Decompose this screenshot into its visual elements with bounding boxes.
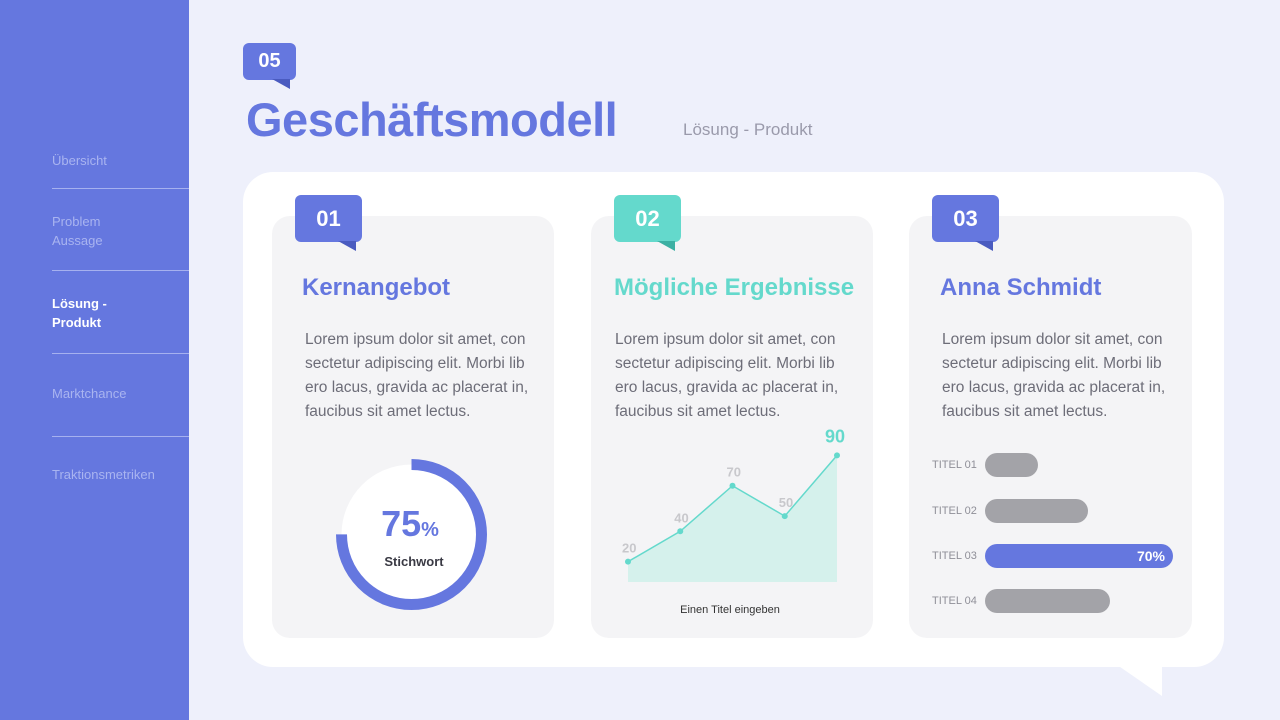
data-point [677,528,684,535]
page-title: Geschäftsmodell [246,93,618,146]
card-number: 03 [953,205,978,231]
bar-label: TITEL 02 [932,505,977,517]
sidebar-divider [52,436,189,437]
card-number: 01 [316,205,341,231]
data-label: 70 [727,465,741,480]
area-chart: 20 40 70 50 90 [622,426,845,582]
section-number: 05 [258,50,281,72]
data-point [834,452,840,459]
data-label: 40 [674,510,688,525]
donut-label: Stichwort [384,554,444,569]
donut-ring [336,459,487,610]
sidebar-item-marktchance[interactable]: Marktchance [52,386,127,401]
donut-value: 75% [360,503,460,545]
data-point [625,558,631,565]
sidebar-divider [52,353,189,354]
section-number-badge: 05 [243,43,296,89]
donut-inner [341,464,482,605]
sidebar-item-problem-aussage[interactable]: Problem Aussage [52,214,103,248]
donut-unit: % [421,519,439,541]
bar [985,453,1038,477]
data-label: 50 [779,495,793,510]
donut-number: 75 [381,503,422,544]
card-title: Kernangebot [302,274,451,301]
card-number-badge: 02 [614,195,681,251]
bar [985,499,1088,523]
card-number: 02 [635,205,660,231]
data-label: 20 [622,541,636,556]
card-text: Lorem ipsum dolor sit amet, con sectetur… [305,331,529,420]
card-number-badge: 01 [295,195,362,251]
bar-value-label: 70% [1136,548,1165,564]
bar [985,589,1110,613]
page-subtitle: Lösung - Produkt [683,120,813,139]
sidebar-item-loesung-produkt[interactable]: Lösung - Produkt [52,296,107,330]
card-title: Anna Schmidt [940,274,1102,301]
bar-label: TITEL 03 [932,550,977,562]
sidebar-item-traktionsmetriken[interactable]: Traktionsmetriken [52,467,155,482]
sidebar-divider [52,270,189,271]
data-point [729,482,736,489]
sidebar-item-uebersicht[interactable]: Übersicht [52,153,107,168]
bar-label: TITEL 04 [932,595,977,607]
donut-chart [336,459,487,610]
card-text: Lorem ipsum dolor sit amet, con sectetur… [615,331,839,420]
panel-speech-tail [1110,660,1162,696]
card-text: Lorem ipsum dolor sit amet, con sectetur… [942,331,1166,420]
data-point [781,513,788,520]
bar: 70% [985,544,1173,568]
data-label: 90 [825,426,845,446]
sidebar-divider [52,188,189,189]
card-number-badge: 03 [932,195,999,251]
chart-title: Einen Titel eingeben [680,604,780,616]
sidebar: Übersicht Problem Aussage Lösung - Produ… [0,0,189,720]
card-title: Mögliche Ergebnisse [614,274,855,301]
area-fill [628,455,837,582]
bar-label: TITEL 01 [932,459,977,471]
